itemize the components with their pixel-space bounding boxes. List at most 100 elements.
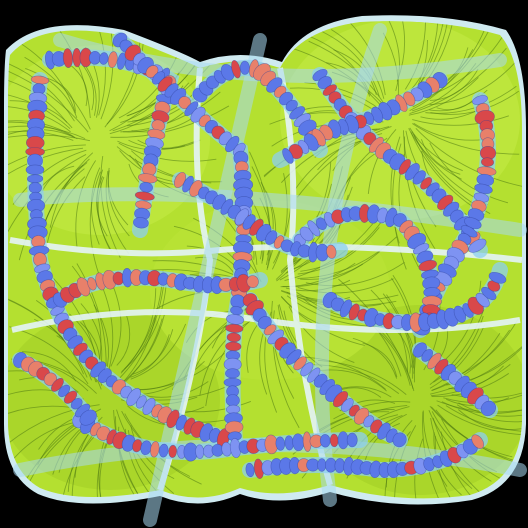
fiber-line [99, 435, 112, 499]
fiber-line [305, 262, 405, 287]
fiber-line [333, 401, 411, 420]
fiber-line [251, 166, 271, 266]
fiber-line [352, 337, 398, 379]
fiber-line [96, 436, 110, 499]
fiber-line [130, 323, 187, 380]
fiber-line [97, 176, 113, 252]
fiber-line [131, 150, 223, 183]
fiber-line [445, 405, 522, 433]
fiber-line [8, 121, 76, 138]
fiber-line [383, 21, 400, 92]
bead [471, 434, 485, 449]
fiber-line [113, 410, 151, 499]
fiber-line [297, 278, 394, 294]
fiber-line [408, 128, 462, 180]
bead [158, 443, 169, 458]
bead [27, 174, 44, 184]
fiber-line [431, 333, 501, 391]
fiber-line [58, 433, 98, 499]
fiber-line [276, 177, 352, 282]
bead [326, 244, 337, 259]
bead [300, 362, 314, 377]
fiber-line [382, 293, 414, 379]
fiber-line [271, 300, 295, 399]
fiber-line [458, 409, 522, 430]
bead [317, 458, 327, 472]
fiber-line [110, 105, 230, 138]
fiber-line [271, 173, 288, 270]
fiber-line [118, 142, 217, 162]
fiber-line [24, 56, 91, 130]
fiber-line [119, 275, 166, 379]
bead [225, 368, 240, 379]
fiber-line [434, 435, 476, 499]
fiber-line [68, 63, 88, 107]
fiber-line [249, 151, 271, 271]
fiber-line [412, 28, 491, 108]
fiber-line [124, 279, 168, 370]
fiber-line [96, 169, 111, 250]
bead [319, 434, 331, 448]
fiber-line [412, 123, 520, 155]
fiber-line [272, 154, 292, 264]
fiber-line [71, 265, 102, 363]
fiber-line [429, 324, 486, 389]
fiber-line [8, 89, 71, 130]
bead-strands [13, 32, 507, 479]
bead [488, 271, 507, 284]
fiber-line [46, 77, 76, 112]
fiber-line [393, 425, 417, 499]
bead [168, 444, 178, 458]
fiber-line [104, 31, 142, 128]
fiber-line [409, 127, 463, 172]
bead [225, 323, 244, 333]
fiber-line [429, 58, 519, 106]
fiber-line [195, 256, 236, 276]
fiber-line [8, 130, 74, 143]
fiber-line [130, 334, 170, 378]
fiber-line [49, 152, 94, 228]
bead [79, 409, 97, 426]
bead [25, 164, 45, 176]
fiber-line [413, 122, 484, 141]
fiber-line [297, 227, 380, 275]
bead [480, 400, 497, 417]
bead [28, 182, 42, 194]
fiber-line [456, 404, 522, 423]
fiber-line [119, 314, 165, 385]
bead [346, 432, 358, 448]
fiber-line [110, 285, 122, 367]
bead [282, 148, 294, 164]
fiber-line [300, 249, 383, 280]
fiber-line [8, 421, 80, 479]
fiber-line [390, 136, 401, 244]
fiber-line [367, 129, 397, 194]
fiber-line [458, 402, 522, 417]
fiber-line [8, 297, 84, 375]
tube-background [13, 187, 527, 237]
fiber-line [432, 329, 510, 391]
fiber-line [408, 77, 479, 116]
fiber-line [404, 21, 426, 90]
fiber-line [420, 139, 461, 175]
fiber-line [8, 147, 84, 204]
fiber-line [8, 134, 91, 151]
bead [239, 60, 250, 75]
fiber-line [116, 315, 131, 366]
bead [107, 51, 118, 68]
fiber-line [8, 72, 68, 123]
fiber-line [429, 68, 479, 101]
fiber-line [297, 236, 398, 279]
bead [329, 433, 339, 448]
fiber-line [22, 351, 77, 382]
fiber-line [415, 127, 522, 189]
fiber-line [107, 170, 130, 237]
bead [246, 275, 259, 288]
fiber-line [322, 31, 380, 97]
fiber-line [429, 142, 509, 204]
fiber-line [100, 155, 121, 258]
bead [468, 238, 487, 253]
fiber-line [430, 333, 522, 395]
bead [134, 191, 155, 201]
